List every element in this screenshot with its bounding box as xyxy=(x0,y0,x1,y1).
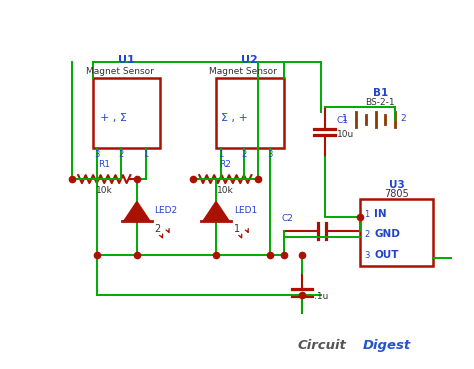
Text: 2: 2 xyxy=(241,151,246,159)
Text: U3: U3 xyxy=(389,180,404,190)
Text: LED1: LED1 xyxy=(234,206,257,215)
Text: Magnet Sensor: Magnet Sensor xyxy=(86,68,154,76)
Text: 2: 2 xyxy=(364,230,369,239)
Text: B1: B1 xyxy=(373,88,388,98)
Text: 1: 1 xyxy=(342,114,347,123)
Text: C1: C1 xyxy=(337,116,349,125)
Polygon shape xyxy=(203,201,229,221)
Text: 1: 1 xyxy=(364,210,369,219)
Text: 2: 2 xyxy=(118,151,123,159)
Text: 3: 3 xyxy=(267,151,272,159)
Text: + , Σ: + , Σ xyxy=(100,113,127,123)
Text: 3: 3 xyxy=(364,251,370,260)
Text: Σ , +: Σ , + xyxy=(221,113,247,123)
Text: LED2: LED2 xyxy=(155,206,178,215)
Text: 10k: 10k xyxy=(217,186,234,195)
Text: 1: 1 xyxy=(234,224,240,234)
Text: 7805: 7805 xyxy=(384,189,409,199)
Text: Circuit: Circuit xyxy=(298,339,346,352)
Text: C2: C2 xyxy=(281,214,293,223)
Text: R2: R2 xyxy=(219,160,231,169)
Text: IN: IN xyxy=(374,209,387,219)
Text: .1u: .1u xyxy=(314,292,328,301)
Text: 1: 1 xyxy=(218,151,223,159)
Bar xyxy=(216,78,283,148)
Text: 2: 2 xyxy=(155,224,161,234)
Text: Magnet Sensor: Magnet Sensor xyxy=(209,68,277,76)
Text: U2: U2 xyxy=(241,55,258,65)
Text: BS-2-1: BS-2-1 xyxy=(365,98,395,107)
Text: 1: 1 xyxy=(144,151,149,159)
Text: 10k: 10k xyxy=(96,186,113,195)
Text: OUT: OUT xyxy=(374,250,399,260)
Text: U1: U1 xyxy=(118,55,135,65)
Text: GND: GND xyxy=(374,229,400,239)
Bar xyxy=(360,199,433,266)
Text: R1: R1 xyxy=(98,160,110,169)
Text: 10u: 10u xyxy=(337,130,354,138)
Bar xyxy=(92,78,160,148)
Text: 2: 2 xyxy=(400,114,406,123)
Text: Digest: Digest xyxy=(363,339,411,352)
Polygon shape xyxy=(124,201,150,221)
Text: 3: 3 xyxy=(95,151,100,159)
